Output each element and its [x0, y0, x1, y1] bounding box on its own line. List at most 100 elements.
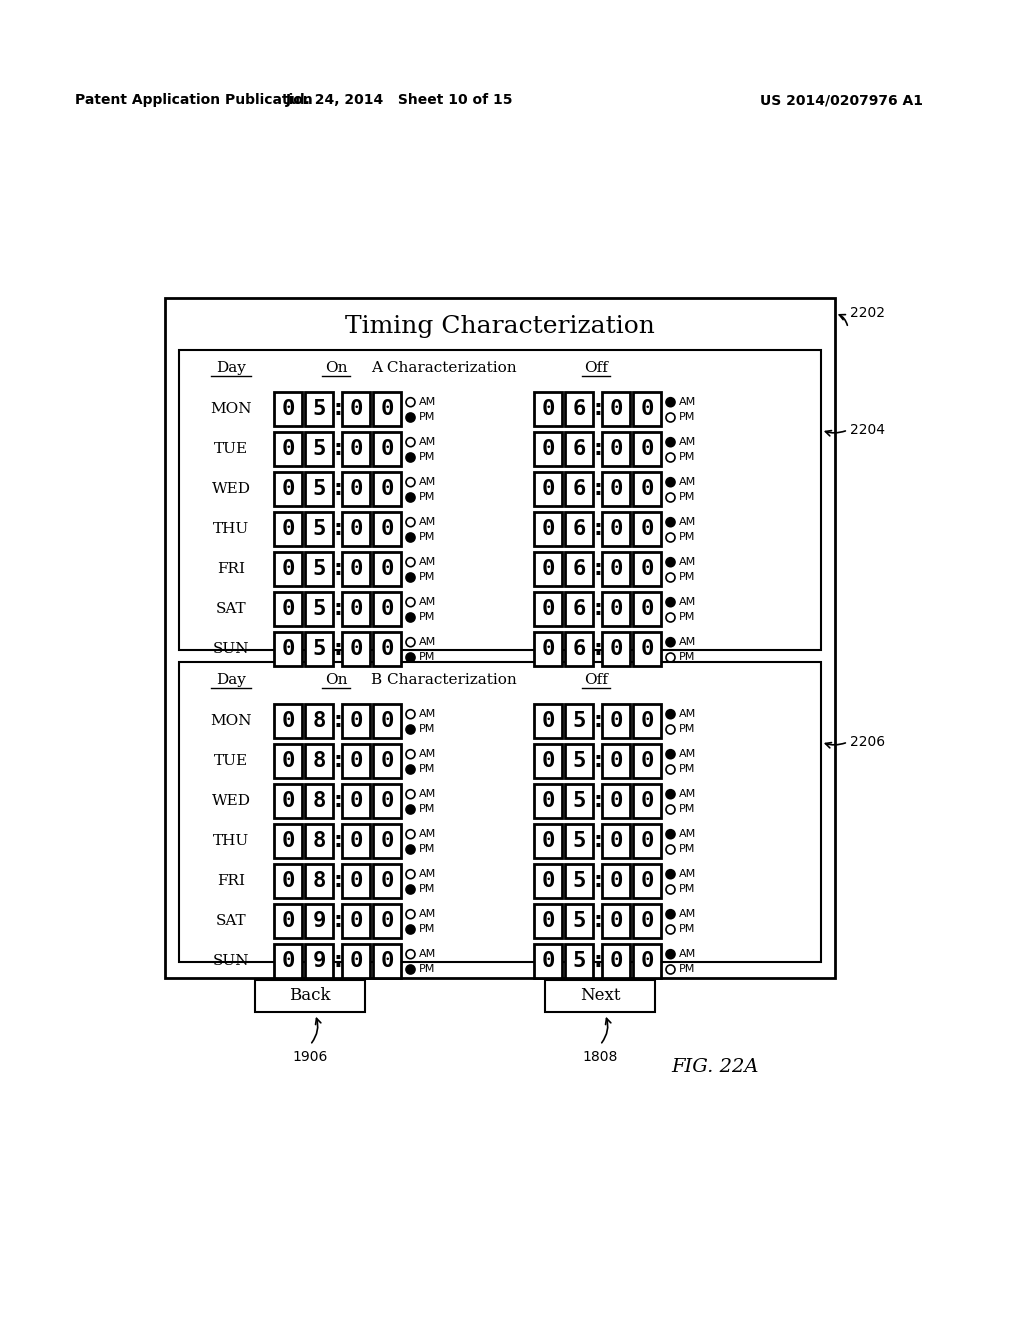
Text: 0: 0 — [282, 519, 295, 539]
Text: 0: 0 — [282, 751, 295, 771]
Text: AM: AM — [679, 750, 696, 759]
Bar — [534, 704, 562, 738]
Text: 0: 0 — [640, 791, 653, 810]
Text: 6: 6 — [572, 599, 586, 619]
Text: 0: 0 — [542, 832, 555, 851]
Text: AM: AM — [419, 869, 436, 879]
Bar — [633, 591, 662, 626]
Text: PM: PM — [679, 492, 695, 503]
Bar — [633, 704, 662, 738]
Text: 0: 0 — [282, 639, 295, 659]
Bar — [534, 552, 562, 586]
Text: 1808: 1808 — [583, 1049, 617, 1064]
Text: PM: PM — [679, 573, 695, 582]
Text: PM: PM — [419, 845, 435, 854]
Bar — [373, 473, 401, 506]
Circle shape — [666, 397, 675, 407]
Text: Off: Off — [584, 673, 608, 686]
Text: PM: PM — [419, 804, 435, 814]
Text: AM: AM — [419, 709, 436, 719]
Bar — [565, 744, 593, 777]
Bar — [274, 392, 302, 426]
Text: THU: THU — [213, 834, 249, 847]
Text: :: : — [594, 479, 602, 499]
Bar — [274, 591, 302, 626]
Circle shape — [406, 725, 415, 734]
Text: 5: 5 — [312, 639, 326, 659]
Text: 0: 0 — [640, 871, 653, 891]
Text: WED: WED — [212, 795, 251, 808]
Text: AM: AM — [679, 709, 696, 719]
Text: Timing Characterization: Timing Characterization — [345, 314, 655, 338]
Text: B Characterization: B Characterization — [371, 673, 517, 686]
Bar — [373, 784, 401, 818]
Bar — [373, 392, 401, 426]
Text: 0: 0 — [349, 639, 362, 659]
Bar — [565, 784, 593, 818]
Bar — [274, 632, 302, 667]
Bar — [534, 432, 562, 466]
Bar — [165, 298, 835, 978]
Bar — [633, 392, 662, 426]
Text: FRI: FRI — [217, 874, 245, 888]
Bar — [274, 512, 302, 546]
Circle shape — [666, 949, 675, 958]
Text: 0: 0 — [349, 751, 362, 771]
Bar — [565, 473, 593, 506]
Circle shape — [666, 870, 675, 879]
Text: MON: MON — [210, 714, 252, 729]
Text: 0: 0 — [542, 558, 555, 579]
Text: 0: 0 — [609, 791, 623, 810]
Bar — [602, 744, 630, 777]
Text: PM: PM — [679, 965, 695, 974]
Text: 0: 0 — [349, 911, 362, 931]
Bar — [534, 784, 562, 818]
Text: 0: 0 — [349, 519, 362, 539]
Bar — [373, 552, 401, 586]
Circle shape — [406, 925, 415, 935]
Bar — [565, 591, 593, 626]
Text: 5: 5 — [312, 479, 326, 499]
Bar — [255, 979, 365, 1012]
Text: 5: 5 — [312, 599, 326, 619]
Bar — [342, 473, 370, 506]
Bar — [633, 744, 662, 777]
Text: :: : — [594, 599, 602, 619]
Bar — [305, 865, 333, 898]
Text: 0: 0 — [349, 711, 362, 731]
Text: 0: 0 — [542, 871, 555, 891]
Circle shape — [666, 710, 675, 718]
Circle shape — [666, 598, 675, 607]
Text: 0: 0 — [380, 751, 393, 771]
Bar — [602, 944, 630, 978]
Text: :: : — [594, 519, 602, 539]
Text: :: : — [594, 558, 602, 579]
Circle shape — [406, 453, 415, 462]
Text: 0: 0 — [542, 519, 555, 539]
Text: PM: PM — [419, 965, 435, 974]
Text: PM: PM — [679, 412, 695, 422]
Bar — [534, 824, 562, 858]
Text: 0: 0 — [609, 399, 623, 418]
Text: 2202: 2202 — [850, 306, 885, 319]
Text: AM: AM — [419, 597, 436, 607]
Text: 0: 0 — [542, 911, 555, 931]
Text: 0: 0 — [640, 950, 653, 972]
Bar — [305, 512, 333, 546]
Text: 0: 0 — [640, 479, 653, 499]
Text: Day: Day — [216, 360, 246, 375]
Text: 0: 0 — [349, 399, 362, 418]
Text: 0: 0 — [640, 519, 653, 539]
Text: AM: AM — [679, 789, 696, 799]
Text: :: : — [334, 950, 342, 972]
Bar — [342, 552, 370, 586]
Text: 6: 6 — [572, 639, 586, 659]
Text: 0: 0 — [640, 399, 653, 418]
Bar — [274, 552, 302, 586]
Text: 0: 0 — [282, 832, 295, 851]
Text: 9: 9 — [312, 911, 326, 931]
Text: 0: 0 — [349, 558, 362, 579]
Bar — [305, 473, 333, 506]
Text: 0: 0 — [640, 751, 653, 771]
Bar — [633, 552, 662, 586]
